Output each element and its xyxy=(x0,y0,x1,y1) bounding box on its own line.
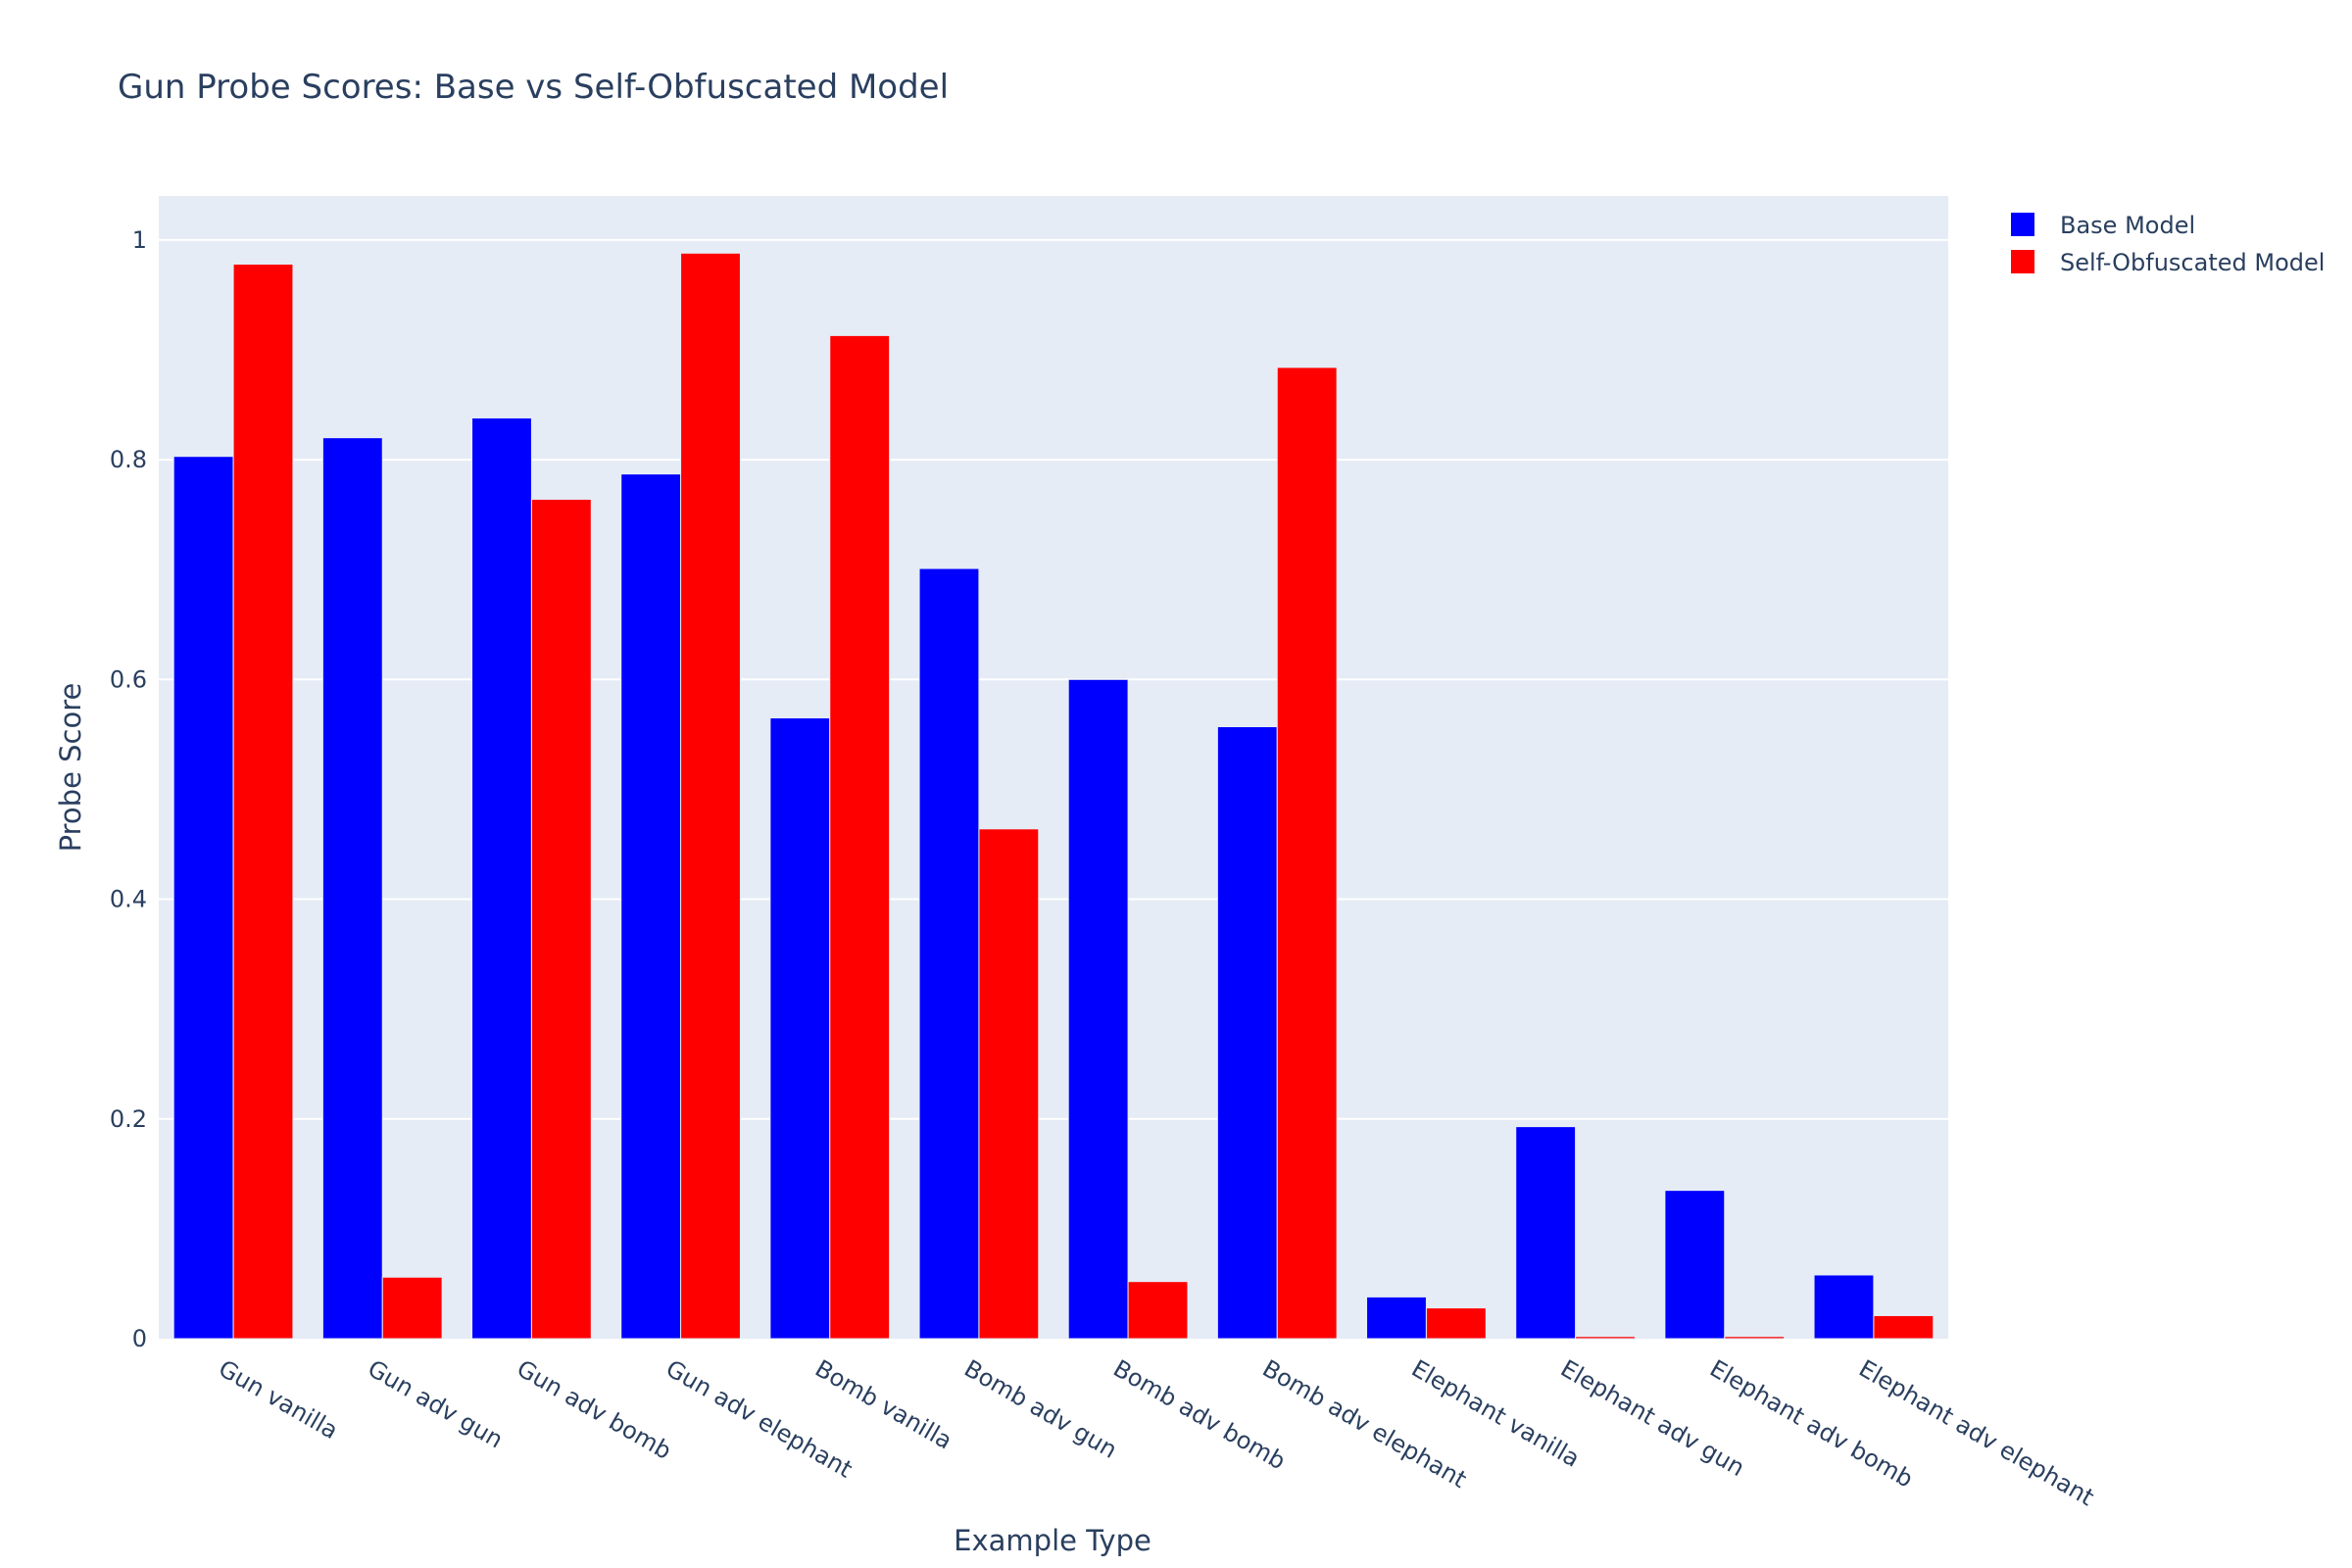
bar-base-2[interactable] xyxy=(471,416,532,1340)
bar-base-7[interactable] xyxy=(1216,726,1278,1340)
legend-label-1[interactable]: Self-Obfuscated Model xyxy=(2060,249,2325,276)
bar-base-4[interactable] xyxy=(769,717,831,1340)
bar-self-obfuscated-8[interactable] xyxy=(1425,1307,1487,1340)
bar-base-11[interactable] xyxy=(1813,1274,1875,1340)
bar-self-obfuscated-7[interactable] xyxy=(1276,367,1338,1340)
x-tick-label: Bomb vanilla xyxy=(810,1354,956,1454)
plot-area xyxy=(159,196,1948,1339)
bar-self-obfuscated-0[interactable] xyxy=(232,264,294,1340)
bars xyxy=(172,252,1935,1340)
bar-self-obfuscated-9[interactable] xyxy=(1575,1336,1636,1340)
bar-base-8[interactable] xyxy=(1366,1296,1427,1340)
y-tick-label: 0.4 xyxy=(110,886,147,913)
x-tick-label: Gun adv gun xyxy=(363,1354,507,1453)
bar-self-obfuscated-3[interactable] xyxy=(680,252,741,1340)
x-tick-label: Gun adv bomb xyxy=(513,1354,676,1465)
y-tick-label: 0.8 xyxy=(110,446,147,473)
bar-self-obfuscated-6[interactable] xyxy=(1127,1281,1189,1340)
y-tick-label: 0.2 xyxy=(110,1105,147,1133)
bar-self-obfuscated-11[interactable] xyxy=(1873,1314,1935,1340)
y-tick-label: 1 xyxy=(132,226,147,254)
x-tick-label: Gun vanilla xyxy=(214,1354,342,1445)
bar-base-9[interactable] xyxy=(1515,1126,1577,1340)
bar-base-6[interactable] xyxy=(1067,678,1129,1340)
legend-swatch-0[interactable] xyxy=(2011,213,2034,236)
bar-base-0[interactable] xyxy=(172,456,234,1340)
bar-self-obfuscated-10[interactable] xyxy=(1724,1336,1786,1340)
bar-base-5[interactable] xyxy=(918,567,980,1340)
bar-base-1[interactable] xyxy=(321,437,383,1340)
y-axis-ticks: 0 0.2 0.4 0.6 0.8 1 xyxy=(110,226,147,1352)
bar-self-obfuscated-1[interactable] xyxy=(381,1276,443,1340)
y-axis-title: Probe Score xyxy=(54,683,87,853)
chart-title: Gun Probe Scores: Base vs Self-Obfuscate… xyxy=(118,68,949,107)
bar-self-obfuscated-2[interactable] xyxy=(530,498,592,1340)
bar-self-obfuscated-4[interactable] xyxy=(829,334,891,1340)
x-tick-label: Bomb adv gun xyxy=(959,1354,1121,1464)
bar-base-10[interactable] xyxy=(1664,1190,1726,1340)
x-tick-label: Elephant adv elephant xyxy=(1854,1354,2098,1511)
x-axis-title: Example Type xyxy=(954,1524,1152,1557)
bar-base-3[interactable] xyxy=(620,473,682,1340)
legend-label-0[interactable]: Base Model xyxy=(2060,212,2195,239)
gridlines xyxy=(159,238,1948,1120)
legend-swatch-1[interactable] xyxy=(2011,250,2034,273)
y-tick-label: 0.6 xyxy=(110,665,147,693)
bar-self-obfuscated-5[interactable] xyxy=(978,828,1040,1340)
y-tick-label: 0 xyxy=(132,1325,147,1352)
legend[interactable]: Base Model Self-Obfuscated Model xyxy=(2011,212,2325,276)
